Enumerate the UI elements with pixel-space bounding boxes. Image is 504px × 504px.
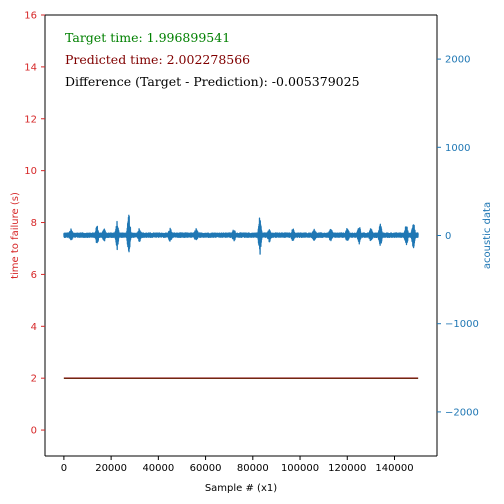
y-axis-right: −2000 −1000 0 1000 2000: [437, 55, 479, 418]
x-tick-label: 120000: [328, 463, 366, 474]
y-left-tick-label: 12: [24, 114, 37, 125]
y-left-tick-label: 0: [31, 426, 37, 437]
y-axis-right-label: acoustic data: [482, 202, 493, 269]
x-tick-label: 140000: [375, 463, 413, 474]
right-axis-series: [63, 214, 419, 255]
x-tick-label: 60000: [190, 463, 222, 474]
x-axis-label: Sample # (x1): [205, 483, 277, 494]
y-right-tick-label: 1000: [445, 143, 470, 154]
y-left-tick-label: 2: [31, 374, 37, 385]
x-tick-label: 80000: [237, 463, 269, 474]
y-left-tick-label: 10: [24, 166, 37, 177]
y-right-tick-label: 0: [445, 231, 451, 242]
acoustic-data-line: [63, 214, 419, 255]
y-left-tick-label: 6: [31, 270, 37, 281]
x-tick-label: 100000: [281, 463, 319, 474]
y-axis-left-label: time to failure (s): [10, 192, 21, 279]
y-right-tick-label: 2000: [445, 55, 470, 66]
y-right-tick-label: −2000: [445, 407, 479, 418]
x-tick-label: 0: [61, 463, 67, 474]
target-time-annotation: Target time: 1.996899541: [65, 30, 230, 45]
x-tick-label: 20000: [95, 463, 127, 474]
y-axis-left: 0 2 4 6 8 10 12 14 16: [24, 11, 45, 437]
y-left-tick-label: 8: [31, 218, 37, 229]
y-left-tick-label: 16: [24, 11, 37, 22]
x-tick-label: 40000: [142, 463, 174, 474]
difference-annotation: Difference (Target - Prediction): -0.005…: [65, 74, 360, 89]
y-left-tick-label: 14: [24, 62, 37, 73]
predicted-time-annotation: Predicted time: 2.002278566: [65, 52, 250, 67]
y-left-tick-label: 4: [31, 322, 37, 333]
x-axis: 0 20000 40000 60000 80000 100000 120000 140000: [61, 456, 414, 474]
y-right-tick-label: −1000: [445, 319, 479, 330]
